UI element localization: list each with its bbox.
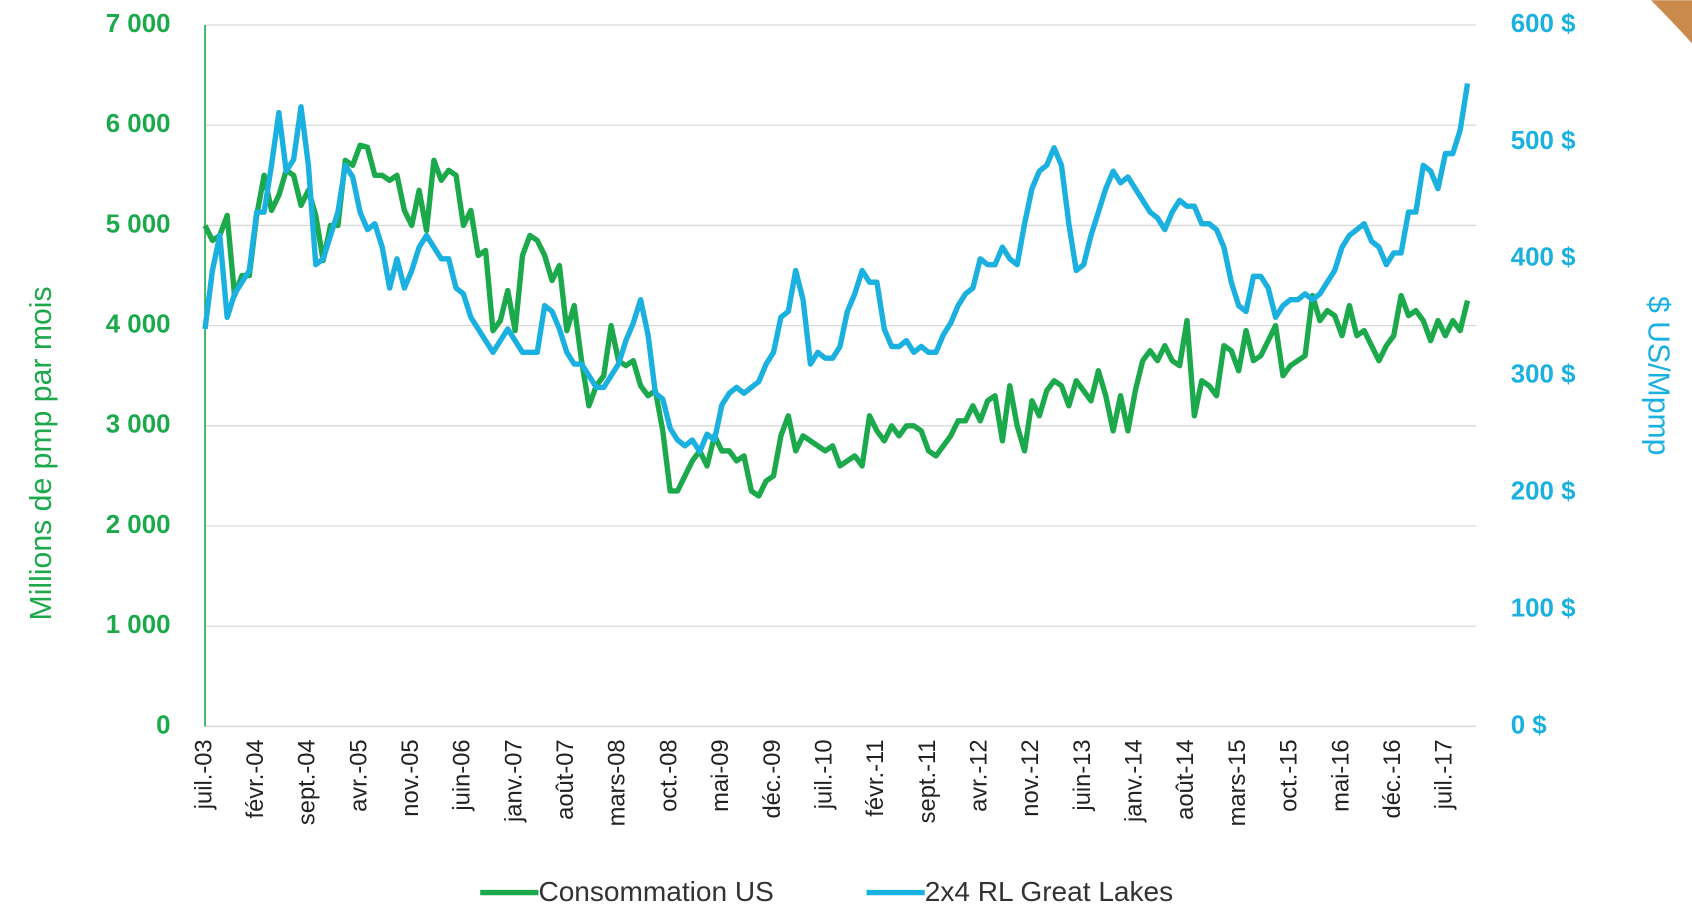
x-tick-label: nov.-12 <box>1018 739 1044 816</box>
x-tick-label: avr.-12 <box>967 739 993 812</box>
y-tick-label: 0 <box>156 711 170 739</box>
y2-tick-label: 300 $ <box>1511 361 1576 389</box>
page: Millions de pmp par mois $ US/Mpmp 0 1 00… <box>0 0 1692 909</box>
x-tick-label: oct.-08 <box>656 739 682 812</box>
y2-axis-label: $ US/Mpmp <box>1641 296 1674 455</box>
y2-tick-label: 100 $ <box>1511 594 1576 622</box>
y-tick-label: 3 000 <box>106 411 171 439</box>
x-tick-label: mars-08 <box>605 739 631 826</box>
x-tick-label: sept.-11 <box>915 739 941 823</box>
x-tick-label: mai-09 <box>708 739 734 812</box>
x-tick-label: juil.-10 <box>811 739 837 810</box>
y-tick-label: 7 000 <box>106 10 171 38</box>
x-tick-label: juin-06 <box>450 739 476 811</box>
series-line <box>205 83 1468 451</box>
x-tick-label: juil.-17 <box>1432 739 1458 810</box>
y2-tick-label: 0 $ <box>1511 711 1548 739</box>
x-tick-label: juil.-03 <box>191 739 217 810</box>
chart: Millions de pmp par mois $ US/Mpmp 0 1 00… <box>0 0 1692 909</box>
y-axis-label: Millions de pmp par mois <box>25 286 58 620</box>
legend-label: 2x4 RL Great Lakes <box>925 876 1173 907</box>
series-line <box>205 145 1468 496</box>
y2-tick-label: 500 $ <box>1511 127 1576 155</box>
x-tick-label: avr.-05 <box>346 739 372 812</box>
y-tick-label: 2 000 <box>106 511 171 539</box>
legend-label: Consommation US <box>538 876 773 907</box>
x-tick-label: juin-13 <box>1070 739 1096 811</box>
y-tick-label: 4 000 <box>106 310 171 338</box>
x-tick-label: févr.-11 <box>863 739 889 816</box>
x-tick-label: août-07 <box>553 739 579 819</box>
corner-decoration <box>1651 0 1692 43</box>
x-tick-label: mars-15 <box>1225 739 1251 826</box>
y2-tick-label: 400 $ <box>1511 244 1576 272</box>
y2-tick-label: 200 $ <box>1511 477 1576 505</box>
y2-tick-label: 600 $ <box>1511 10 1576 38</box>
x-tick-label: janv.-07 <box>501 739 527 823</box>
x-tick-label: nov.-05 <box>398 739 424 816</box>
x-tick-label: janv.-14 <box>1122 739 1148 823</box>
x-tick-label: mai-16 <box>1328 739 1354 812</box>
y-tick-label: 6 000 <box>106 110 171 138</box>
x-tick-label: août-14 <box>1173 739 1199 819</box>
x-tick-label: oct.-15 <box>1277 739 1303 812</box>
x-tick-label: sept.-04 <box>295 739 321 825</box>
x-tick-label: févr.-04 <box>243 739 269 818</box>
x-tick-label: déc.-09 <box>760 739 786 818</box>
x-tick-label: déc.-16 <box>1380 739 1406 818</box>
y-tick-label: 1 000 <box>106 611 171 639</box>
y-tick-label: 5 000 <box>106 210 171 238</box>
